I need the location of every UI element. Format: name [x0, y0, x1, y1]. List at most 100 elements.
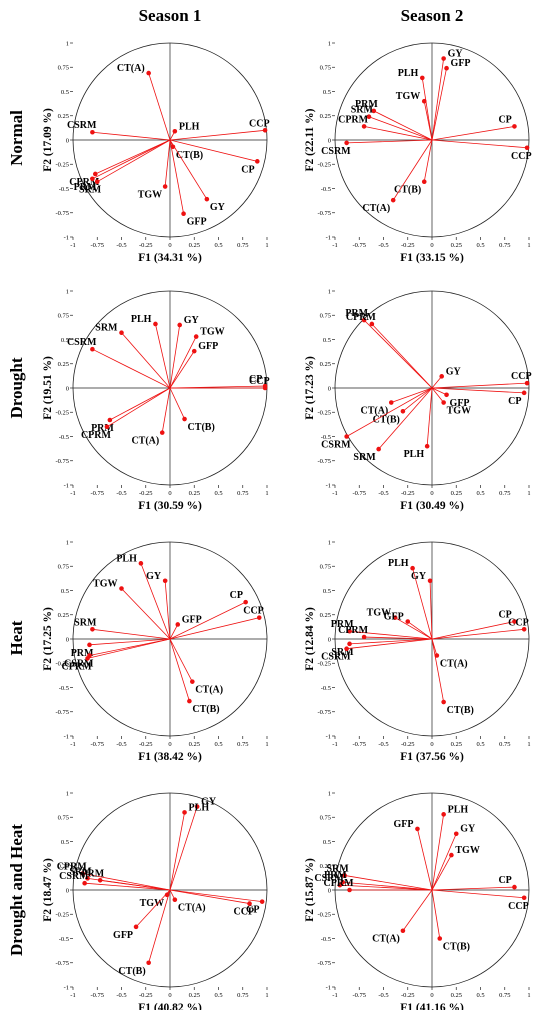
- x-tick-label: 0.5: [476, 490, 484, 497]
- y-axis-title: F2 (17.09 %): [42, 108, 54, 172]
- y-tick-label: -1: [326, 984, 331, 991]
- point-csrm: [90, 346, 95, 352]
- y-tick-label: 0: [328, 887, 331, 894]
- point-ccp: [521, 627, 527, 632]
- x-tick-label: 0.75: [237, 242, 248, 249]
- label-tgw: TGW: [93, 579, 117, 590]
- vector-plh: [426, 387, 433, 447]
- vector-plh: [412, 568, 433, 640]
- vector-csrm: [346, 139, 433, 144]
- point-ct-a: [434, 653, 440, 658]
- vector-csrm: [346, 387, 433, 437]
- point-ct-a: [400, 928, 406, 934]
- vector-cp: [431, 387, 525, 394]
- vector-gfp: [169, 624, 179, 640]
- vector-srm: [97, 139, 171, 183]
- point-ccp: [247, 901, 252, 906]
- y-tick-label: -0.75: [55, 458, 69, 465]
- point-tgw: [193, 334, 199, 339]
- label-gy: GY: [184, 315, 200, 326]
- x-tick-label: 0.25: [189, 490, 200, 497]
- y-tick-label: -0.75: [317, 458, 331, 465]
- y-tick-label: -0.25: [55, 912, 69, 919]
- vector-ccp: [431, 889, 525, 899]
- x-tick-label: 0.5: [214, 242, 222, 249]
- label-prm: PRM: [345, 308, 368, 319]
- x-tick-label: -0.25: [401, 741, 415, 748]
- panel-heat-season-1: -1-1 -0.75 -0.75 -0.5 -0.5 -0.25 -0.25 0 0 0.25 0.…: [42, 539, 269, 763]
- point-gy: [427, 578, 433, 584]
- label-tgw: TGW: [447, 406, 471, 417]
- point-ct-b: [182, 416, 187, 422]
- x-tick-label: 0.75: [237, 490, 248, 497]
- point-gfp: [133, 924, 139, 930]
- x-tick-label: -0.75: [352, 992, 366, 999]
- vector-gfp: [407, 621, 433, 640]
- x-tick-label: -0.25: [401, 242, 415, 249]
- point-cprm: [369, 321, 375, 327]
- label-cprm: CPRM: [69, 177, 100, 188]
- y-tick-label: 0.75: [58, 65, 69, 72]
- point-csrm: [344, 646, 349, 651]
- y-tick-label: -0.5: [321, 936, 331, 943]
- label-prm: PRM: [91, 423, 114, 434]
- vector-ct-a: [148, 72, 171, 141]
- y-tick-label: -0.75: [55, 709, 69, 716]
- vector-cp: [169, 601, 246, 640]
- x-tick-label: 1: [527, 242, 530, 249]
- y-tick-label: 1: [328, 539, 331, 546]
- row-title-normal: Normal: [7, 110, 26, 166]
- y-tick-label: -0.75: [55, 960, 69, 967]
- x-tick-label: -1: [332, 490, 337, 497]
- point-gy: [194, 804, 200, 809]
- x-tick-label: 0.75: [499, 741, 510, 748]
- y-tick-label: 0.75: [320, 65, 331, 72]
- x-tick-label: 0.25: [189, 242, 200, 249]
- point-gfp: [405, 619, 411, 624]
- label-plh: PLH: [189, 802, 210, 813]
- x-tick-label: -1: [332, 242, 337, 249]
- x-tick-label: -0.75: [90, 741, 104, 748]
- label-csrm: CSRM: [321, 440, 351, 451]
- x-tick-label: 0.25: [451, 741, 462, 748]
- label-cprm: CPRM: [338, 625, 369, 636]
- vector-ct-a: [161, 387, 171, 433]
- point-srm: [366, 114, 372, 120]
- point-plh: [182, 810, 187, 815]
- y-tick-label: 1: [328, 40, 331, 47]
- y-tick-label: -0.75: [317, 709, 331, 716]
- panel-drought-season-1: -1-1 -0.75 -0.75 -0.5 -0.5 -0.25 -0.25 0 0 0.25 0.…: [42, 288, 270, 512]
- vector-tgw: [164, 139, 171, 187]
- y-tick-label: -1: [326, 482, 331, 489]
- label-ct-a: CT(A): [440, 658, 468, 669]
- y-tick-label: 0.5: [61, 839, 69, 846]
- point-gy: [177, 322, 182, 328]
- vector-gy: [429, 580, 433, 640]
- vector-ccp: [169, 129, 266, 141]
- x-tick-label: -0.75: [352, 741, 366, 748]
- label-prm: PRM: [331, 619, 354, 630]
- x-tick-label: 0.25: [451, 490, 462, 497]
- x-tick-label: -1: [70, 490, 75, 497]
- vector-gy: [169, 806, 198, 891]
- point-ct-a: [172, 897, 178, 902]
- point-cprm: [361, 634, 367, 640]
- x-axis-title: F1 (34.31 %): [138, 252, 202, 264]
- y-tick-label: -0.25: [317, 661, 331, 668]
- y-tick-label: 0.75: [320, 313, 331, 320]
- vector-ccp: [169, 617, 260, 640]
- y-tick-label: -0.25: [317, 912, 331, 919]
- x-tick-label: -0.5: [116, 490, 126, 497]
- y-tick-label: 1: [66, 539, 69, 546]
- y-tick-label: -0.5: [321, 186, 331, 193]
- x-tick-label: -0.25: [139, 490, 153, 497]
- y-tick-label: 1: [66, 40, 69, 47]
- label-ct-b: CT(B): [192, 704, 219, 715]
- vector-prm: [92, 139, 171, 180]
- label-srm: SRM: [353, 452, 376, 463]
- label-cp: CP: [508, 396, 521, 407]
- label-cprm: CPRM: [324, 878, 355, 889]
- y-axis-title: F2 (22.11 %): [304, 108, 316, 171]
- vector-ct-a: [391, 387, 433, 403]
- label-cp: CP: [230, 590, 243, 601]
